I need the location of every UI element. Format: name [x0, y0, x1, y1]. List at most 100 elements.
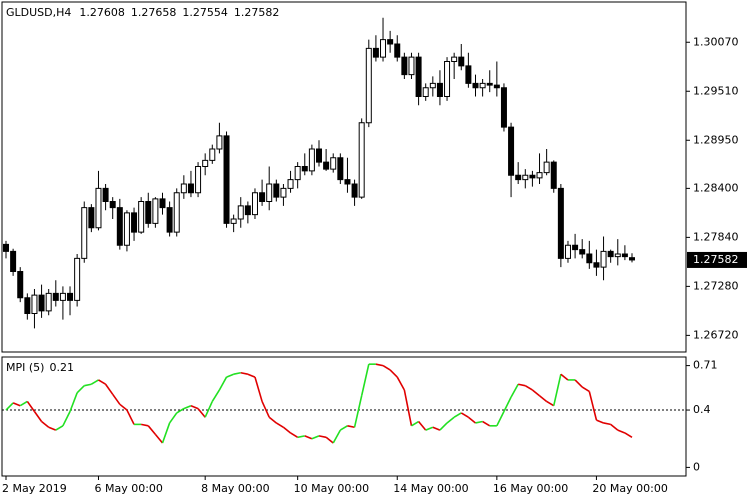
header-value: 1.27582: [234, 6, 280, 19]
indicator-y-tick-label: 0.4: [693, 403, 711, 416]
indicator-segment: [268, 416, 277, 424]
indicator-segment: [211, 389, 221, 402]
indicator-segment: [503, 396, 512, 412]
indicator-segment: [297, 435, 305, 439]
price-panel: [1, 1, 687, 353]
y-tick-label: 1.28950: [693, 133, 739, 146]
x-tick-label: 20 May 00:00: [592, 482, 667, 495]
candle-body: [508, 126, 515, 176]
candle-body: [195, 166, 202, 194]
indicator-segment: [624, 432, 633, 438]
indicator-segment: [353, 395, 363, 428]
indicator-segment: [552, 374, 562, 406]
candle-body: [387, 39, 394, 45]
y-tick-label: 1.28400: [693, 181, 739, 194]
candle-body: [173, 192, 180, 233]
candle-body: [308, 148, 315, 172]
x-tick-label: 6 May 00:00: [94, 482, 162, 495]
candle-body: [372, 47, 379, 58]
candle-body: [81, 207, 88, 259]
candle-body: [259, 192, 266, 202]
header-value: 1.27608: [79, 6, 125, 19]
indicator-segment: [119, 403, 128, 411]
candle-body: [166, 207, 173, 233]
indicator-segment: [467, 416, 477, 424]
candle-body: [550, 161, 557, 189]
indicator-segment: [282, 426, 292, 434]
chart-title: GLDUSD,H4: [6, 6, 71, 19]
candle-body: [351, 183, 358, 198]
indicator-segment: [417, 421, 427, 431]
candle-body: [237, 205, 244, 220]
indicator-value: 0.21: [49, 361, 74, 374]
candle-body: [401, 56, 408, 76]
candle-body: [95, 187, 102, 229]
candle-body: [316, 148, 322, 163]
indicator-segment: [240, 371, 249, 375]
indicator-segment: [617, 429, 626, 434]
candle-body: [572, 244, 579, 251]
indicator-segment: [439, 422, 448, 431]
indicator-segment: [168, 412, 178, 424]
candle-body: [323, 161, 330, 170]
indicator-segment: [531, 389, 541, 397]
header-value: 1.27658: [131, 6, 177, 19]
candle-body: [586, 253, 593, 264]
candle-body: [543, 161, 550, 174]
x-tick-label: 8 May 00:00: [201, 482, 269, 495]
candle-body: [330, 157, 337, 170]
y-tick-label: 1.27280: [693, 279, 739, 292]
candle-body: [465, 65, 472, 84]
indicator-segment: [482, 420, 491, 427]
indicator-segment: [147, 425, 157, 435]
indicator-segment: [382, 364, 391, 371]
indicator-segment: [62, 411, 71, 427]
candle-body: [74, 257, 81, 301]
candle-body: [536, 172, 543, 179]
indicator-segment: [610, 423, 619, 431]
candle-body: [116, 207, 123, 246]
candle-body: [202, 159, 209, 167]
candle-body: [486, 82, 493, 86]
indicator-segment: [425, 426, 434, 431]
candle-body: [67, 292, 74, 301]
candle-body: [301, 166, 308, 172]
indicator-segment: [19, 400, 28, 407]
candle-body: [380, 39, 387, 58]
candle-body: [479, 82, 486, 89]
indicator-segment: [290, 432, 299, 438]
x-tick-label: 14 May 00:00: [393, 482, 468, 495]
indicator-panel: [1, 356, 687, 477]
indicator-segment: [126, 409, 135, 425]
candle-body: [102, 187, 109, 202]
indicator-segment: [403, 389, 413, 426]
indicator-segment: [48, 426, 57, 431]
candle-body: [614, 253, 621, 258]
indicator-segment: [460, 412, 469, 418]
indicator-segment: [141, 423, 149, 427]
candle-body: [515, 174, 522, 181]
indicator-segment: [33, 411, 43, 422]
candle-body: [24, 297, 31, 314]
candle-body: [458, 56, 465, 67]
indicator-segment: [560, 373, 569, 381]
candle-body: [159, 198, 166, 209]
candle-body: [123, 212, 130, 246]
candle-body: [52, 292, 59, 301]
candle-body: [152, 198, 159, 224]
candle-body: [266, 183, 273, 202]
indicator-segment: [524, 384, 533, 391]
candle-body: [344, 179, 351, 185]
indicator-segment: [396, 376, 406, 391]
candle-body: [593, 262, 600, 268]
candle-body: [10, 250, 17, 272]
indicator-segment: [588, 391, 598, 421]
indicator-segment: [375, 363, 384, 367]
candle-body: [88, 207, 95, 229]
indicator-segment: [411, 420, 420, 427]
indicator-segment: [90, 379, 99, 385]
indicator-segment: [596, 419, 604, 424]
candle-body: [230, 218, 237, 224]
indicator-segment: [254, 376, 263, 402]
